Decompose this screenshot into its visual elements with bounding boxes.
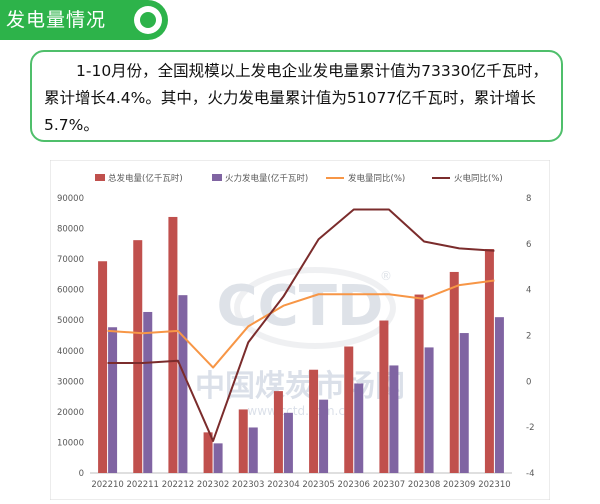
thermal-generation-bar <box>494 317 504 473</box>
x-tick-label: 202211 <box>127 480 159 490</box>
total-generation-bar <box>133 240 143 473</box>
thermal-generation-bar <box>143 311 153 473</box>
right-tick-label: 8 <box>526 194 531 204</box>
watermark-registered: ® <box>380 269 392 283</box>
total-generation-bar <box>168 216 178 473</box>
right-tick-label: 0 <box>526 377 531 387</box>
left-tick-label: 0 <box>79 469 84 479</box>
legend-label: 火力发电量(亿千瓦时) <box>225 173 308 184</box>
chart-legend: 总发电量(亿千瓦时) 火力发电量(亿千瓦时) 发电量同比(%) 火电同比(%) <box>95 173 503 184</box>
x-tick-label: 202302 <box>197 480 229 490</box>
summary-box <box>30 50 563 142</box>
legend-label: 发电量同比(%) <box>348 173 405 184</box>
total-yoy-line <box>107 279 495 369</box>
thermal-generation-bar <box>319 399 329 473</box>
thermal-yoy-line <box>107 208 495 442</box>
x-tick-label: 202310 <box>478 480 510 490</box>
cctd-watermark: CCTD ® 中国煤炭市场网 www.cctd.com.cn <box>195 267 405 418</box>
left-tick-label: 10000 <box>57 438 84 448</box>
thermal-generation-bar <box>389 365 399 473</box>
left-tick-label: 50000 <box>57 316 84 326</box>
total-generation-bar <box>484 249 494 473</box>
right-tick-label: 2 <box>526 332 531 342</box>
total-generation-bar <box>344 346 354 473</box>
left-tick-label: 70000 <box>57 255 84 265</box>
thermal-generation-bar <box>459 333 469 473</box>
x-tick-label: 202307 <box>373 480 405 490</box>
legend-label: 总发电量(亿千瓦时) <box>108 173 183 184</box>
thermal-generation-bar <box>248 427 258 473</box>
x-tick-label: 202308 <box>408 480 440 490</box>
total-generation-bar <box>273 391 283 473</box>
legend-swatch <box>95 174 105 181</box>
total-generation-bar <box>238 409 248 473</box>
x-tick-label: 202309 <box>443 480 475 490</box>
x-tick-label: 202303 <box>232 480 264 490</box>
total-generation-bar <box>309 369 319 473</box>
watermark-url: www.cctd.com.cn <box>247 404 352 418</box>
summary-text: 1-10月份，全国规模以上发电企业发电量累计值为73330亿千瓦时，累计增长4.… <box>44 62 548 134</box>
power-generation-chart: CCTD ® 中国煤炭市场网 www.cctd.com.cn 总发电量(亿千瓦时… <box>50 160 550 500</box>
thermal-generation-bar <box>108 327 118 473</box>
x-tick-label: 202212 <box>162 480 194 490</box>
left-tick-label: 30000 <box>57 377 84 387</box>
thermal-generation-bar <box>178 295 188 473</box>
watermark-ring <box>234 267 396 349</box>
section-title: 发电量情况 <box>6 9 107 31</box>
left-tick-label: 80000 <box>57 225 84 235</box>
thermal-generation-bar <box>283 412 293 473</box>
x-tick-label: 202305 <box>302 480 334 490</box>
total-generation-bar <box>414 294 424 473</box>
left-tick-label: 90000 <box>57 194 84 204</box>
legend-swatch <box>212 174 222 181</box>
chart-bars <box>98 216 504 473</box>
chart-axes: 0 10000 20000 30000 40000 50000 60000 70000 8000… <box>57 194 535 490</box>
left-tick-label: 40000 <box>57 347 84 357</box>
right-tick-label: -4 <box>526 469 534 479</box>
thermal-generation-bar <box>213 443 223 473</box>
left-tick-label: 60000 <box>57 286 84 296</box>
x-tick-label: 202210 <box>91 480 123 490</box>
right-tick-label: 6 <box>526 240 531 250</box>
header-circle-inner <box>140 12 156 28</box>
chart-lines <box>107 208 495 442</box>
left-tick-label: 20000 <box>57 408 84 418</box>
total-generation-bar <box>98 261 108 473</box>
right-tick-label: 4 <box>526 286 531 296</box>
legend-label: 火电同比(%) <box>454 173 503 184</box>
thermal-generation-bar <box>354 383 364 473</box>
x-tick-label: 202304 <box>267 480 299 490</box>
total-generation-bar <box>379 320 389 473</box>
watermark-logo: CCTD <box>217 274 384 339</box>
right-tick-label: -2 <box>526 423 534 433</box>
thermal-generation-bar <box>424 347 434 473</box>
total-generation-bar <box>449 271 459 473</box>
x-tick-label: 202306 <box>338 480 370 490</box>
total-generation-bar <box>203 432 213 473</box>
watermark-cn-name: 中国煤炭市场网 <box>195 369 405 404</box>
